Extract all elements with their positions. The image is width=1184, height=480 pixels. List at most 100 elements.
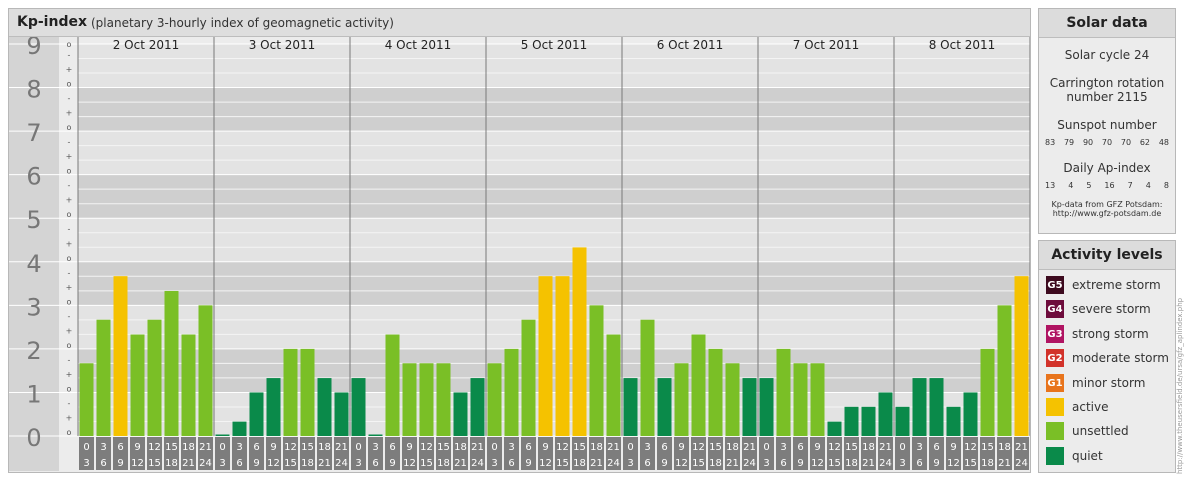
day-label: 2 Oct 2011 [113,38,180,52]
kp-bar [725,363,740,436]
interval-cell [572,437,587,470]
interval-end-label: 6 [916,458,922,469]
kp-bar [351,378,366,436]
interval-end-label: 15 [556,458,569,469]
interval-start-label: 3 [780,442,786,453]
interval-cell [147,437,162,470]
interval-start-label: 6 [117,442,123,453]
grid-band [78,131,1030,175]
minor-tick-label: + [66,239,73,248]
minor-tick-label: o [67,428,72,437]
interval-end-label: 24 [743,458,756,469]
kp-bar [521,319,536,436]
interval-end-label: 12 [403,458,416,469]
interval-end-label: 24 [335,458,348,469]
kp-bar [844,406,859,436]
legend-label: extreme storm [1072,278,1161,292]
interval-end-label: 12 [131,458,144,469]
interval-cell [487,437,502,470]
interval-cell [1014,437,1029,470]
grid-band [78,261,1030,306]
interval-start-label: 18 [862,442,875,453]
kp-bar [708,348,723,436]
carrington-line2: number 2115 [1066,90,1148,104]
interval-end-label: 15 [148,458,161,469]
interval-cell [912,437,927,470]
grid-band [78,44,1030,88]
interval-start-label: 12 [692,442,705,453]
y-tick-label: 9 [26,32,41,60]
interval-end-label: 24 [199,458,212,469]
minor-tick-band [59,37,78,471]
kp-bar [793,363,808,436]
kp-bar [691,334,706,436]
y-tick-label: 5 [26,206,41,234]
interval-cell [776,437,791,470]
interval-start-label: 3 [508,442,514,453]
interval-end-label: 18 [845,458,858,469]
solar-data-panel: Solar data Solar cycle 24 Carrington rot… [1038,8,1176,234]
interval-start-label: 9 [678,442,684,453]
kp-bar [555,276,570,436]
legend-swatch-active [1046,398,1064,416]
interval-start-label: 6 [389,442,395,453]
kp-bar [742,378,757,436]
interval-cell [742,437,757,470]
interval-start-label: 9 [134,442,140,453]
interval-cell [317,437,332,470]
grid-band [78,218,1030,262]
legend-label: active [1072,400,1109,414]
sunspot-values: 83 79 90 70 70 62 48 [1039,138,1175,147]
minor-tick-label: o [67,167,72,176]
interval-start-label: 3 [916,442,922,453]
legend-item-g2: G2 moderate storm [1046,349,1169,367]
solar-cycle: Solar cycle 24 [1064,48,1150,62]
interval-end-label: 24 [1015,458,1028,469]
interval-start-label: 21 [471,442,484,453]
interval-end-label: 6 [236,458,242,469]
interval-end-label: 12 [267,458,280,469]
interval-cell [980,437,995,470]
kp-bar [657,378,672,436]
interval-end-label: 24 [607,458,620,469]
kp-bar [147,319,162,436]
interval-cell [640,437,655,470]
carrington-line1: Carrington rotation [1049,76,1165,90]
minor-tick-label: - [68,399,71,408]
interval-start-label: 0 [355,442,361,453]
interval-cell [997,437,1012,470]
interval-start-label: 15 [301,442,314,453]
sunspot-value: 79 [1063,138,1075,147]
interval-cell [351,437,366,470]
day-label: 5 Oct 2011 [521,38,588,52]
interval-start-label: 21 [743,442,756,453]
interval-cell [436,437,451,470]
minor-tick-label: + [66,326,73,335]
day-label: 3 Oct 2011 [249,38,316,52]
y-tick-label: 2 [26,337,41,365]
interval-cell [453,437,468,470]
minor-tick-label: - [68,312,71,321]
kp-bar [283,348,298,436]
credit-link[interactable]: http://www.gfz-potsdam.de [1052,209,1162,218]
interval-end-label: 15 [964,458,977,469]
interval-end-label: 6 [780,458,786,469]
interval-end-label: 3 [763,458,769,469]
interval-end-label: 18 [165,458,178,469]
interval-end-label: 15 [692,458,705,469]
kp-bar [96,319,111,436]
interval-end-label: 12 [811,458,824,469]
day-label: 6 Oct 2011 [657,38,724,52]
interval-end-label: 21 [454,458,467,469]
interval-end-label: 9 [389,458,395,469]
legend-label: strong storm [1072,327,1149,341]
kp-bar [300,348,315,436]
interval-start-label: 18 [182,442,195,453]
interval-cell [725,437,740,470]
kp-bar [453,392,468,436]
interval-end-label: 24 [471,458,484,469]
minor-tick-label: o [67,80,72,89]
interval-cell [96,437,111,470]
kp-bar [572,247,587,436]
interval-start-label: 18 [454,442,467,453]
